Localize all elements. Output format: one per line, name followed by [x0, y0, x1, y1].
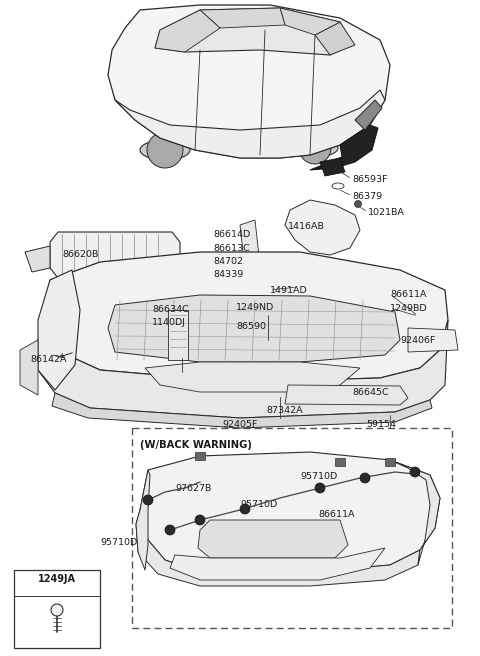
Text: 86614D: 86614D	[213, 230, 250, 239]
Circle shape	[267, 303, 273, 309]
Circle shape	[264, 321, 272, 329]
Polygon shape	[170, 548, 385, 580]
Circle shape	[51, 604, 63, 616]
Text: 59154: 59154	[366, 420, 396, 429]
Circle shape	[165, 525, 175, 535]
Text: 95710D: 95710D	[100, 538, 137, 547]
Text: 1416AB: 1416AB	[288, 222, 325, 231]
Circle shape	[315, 483, 325, 493]
Circle shape	[195, 515, 205, 525]
Circle shape	[147, 132, 183, 168]
Polygon shape	[155, 8, 350, 55]
Ellipse shape	[140, 140, 190, 160]
Polygon shape	[355, 100, 382, 130]
Text: 84702: 84702	[213, 257, 243, 266]
Polygon shape	[285, 385, 408, 405]
Text: 86590: 86590	[236, 322, 266, 331]
Circle shape	[143, 495, 153, 505]
Text: 95710D: 95710D	[240, 500, 277, 509]
Polygon shape	[390, 460, 440, 565]
Text: 86620B: 86620B	[62, 250, 98, 259]
Polygon shape	[320, 158, 345, 176]
Polygon shape	[315, 22, 355, 55]
Polygon shape	[44, 252, 448, 382]
Text: 87342A: 87342A	[266, 406, 302, 415]
Bar	[14, 570, 100, 648]
Polygon shape	[198, 520, 348, 558]
Text: 1249JA: 1249JA	[38, 574, 76, 584]
Ellipse shape	[292, 139, 338, 157]
Text: 92406F: 92406F	[400, 336, 435, 345]
Polygon shape	[52, 393, 432, 428]
Bar	[335, 458, 345, 466]
Circle shape	[276, 403, 284, 411]
Circle shape	[355, 201, 361, 207]
Text: 92405F: 92405F	[222, 420, 257, 429]
Polygon shape	[108, 5, 390, 158]
Text: 86593F: 86593F	[352, 175, 387, 184]
Polygon shape	[310, 125, 378, 170]
Text: 95710D: 95710D	[210, 520, 247, 529]
Text: 86142A: 86142A	[30, 355, 67, 364]
Polygon shape	[140, 452, 440, 572]
Polygon shape	[38, 318, 448, 418]
Bar	[385, 458, 395, 466]
Polygon shape	[25, 246, 50, 272]
Text: 1491AD: 1491AD	[270, 286, 308, 295]
Polygon shape	[168, 310, 188, 360]
Polygon shape	[136, 510, 420, 586]
Polygon shape	[108, 295, 400, 362]
Text: 86611A: 86611A	[318, 510, 355, 519]
Circle shape	[294, 281, 300, 287]
Circle shape	[415, 312, 421, 319]
Text: 97627B: 97627B	[175, 484, 211, 493]
Text: 86613C: 86613C	[213, 244, 250, 253]
Polygon shape	[20, 340, 38, 395]
Circle shape	[178, 364, 186, 372]
Polygon shape	[280, 8, 340, 35]
Polygon shape	[285, 200, 360, 255]
Text: 86611A: 86611A	[390, 290, 427, 299]
Text: 95710D: 95710D	[300, 472, 337, 481]
Circle shape	[299, 132, 331, 164]
Circle shape	[410, 467, 420, 477]
Polygon shape	[200, 8, 285, 28]
Text: (W/BACK WARNING): (W/BACK WARNING)	[140, 440, 252, 450]
Polygon shape	[50, 232, 180, 278]
Polygon shape	[38, 270, 80, 390]
Text: 1140DJ: 1140DJ	[152, 318, 186, 327]
Text: 86645C: 86645C	[352, 388, 389, 397]
Polygon shape	[136, 470, 150, 570]
Polygon shape	[155, 10, 220, 52]
Text: 1249BD: 1249BD	[390, 304, 428, 313]
Circle shape	[360, 473, 370, 483]
Bar	[195, 452, 205, 460]
Text: 86379: 86379	[352, 192, 382, 201]
Polygon shape	[115, 90, 385, 158]
Text: 84339: 84339	[213, 270, 243, 279]
Text: 86634C: 86634C	[152, 305, 189, 314]
Polygon shape	[408, 328, 458, 352]
Polygon shape	[145, 362, 360, 392]
Text: 1021BA: 1021BA	[368, 208, 405, 217]
Text: 1249ND: 1249ND	[236, 303, 274, 312]
Polygon shape	[240, 220, 260, 270]
Circle shape	[240, 504, 250, 514]
